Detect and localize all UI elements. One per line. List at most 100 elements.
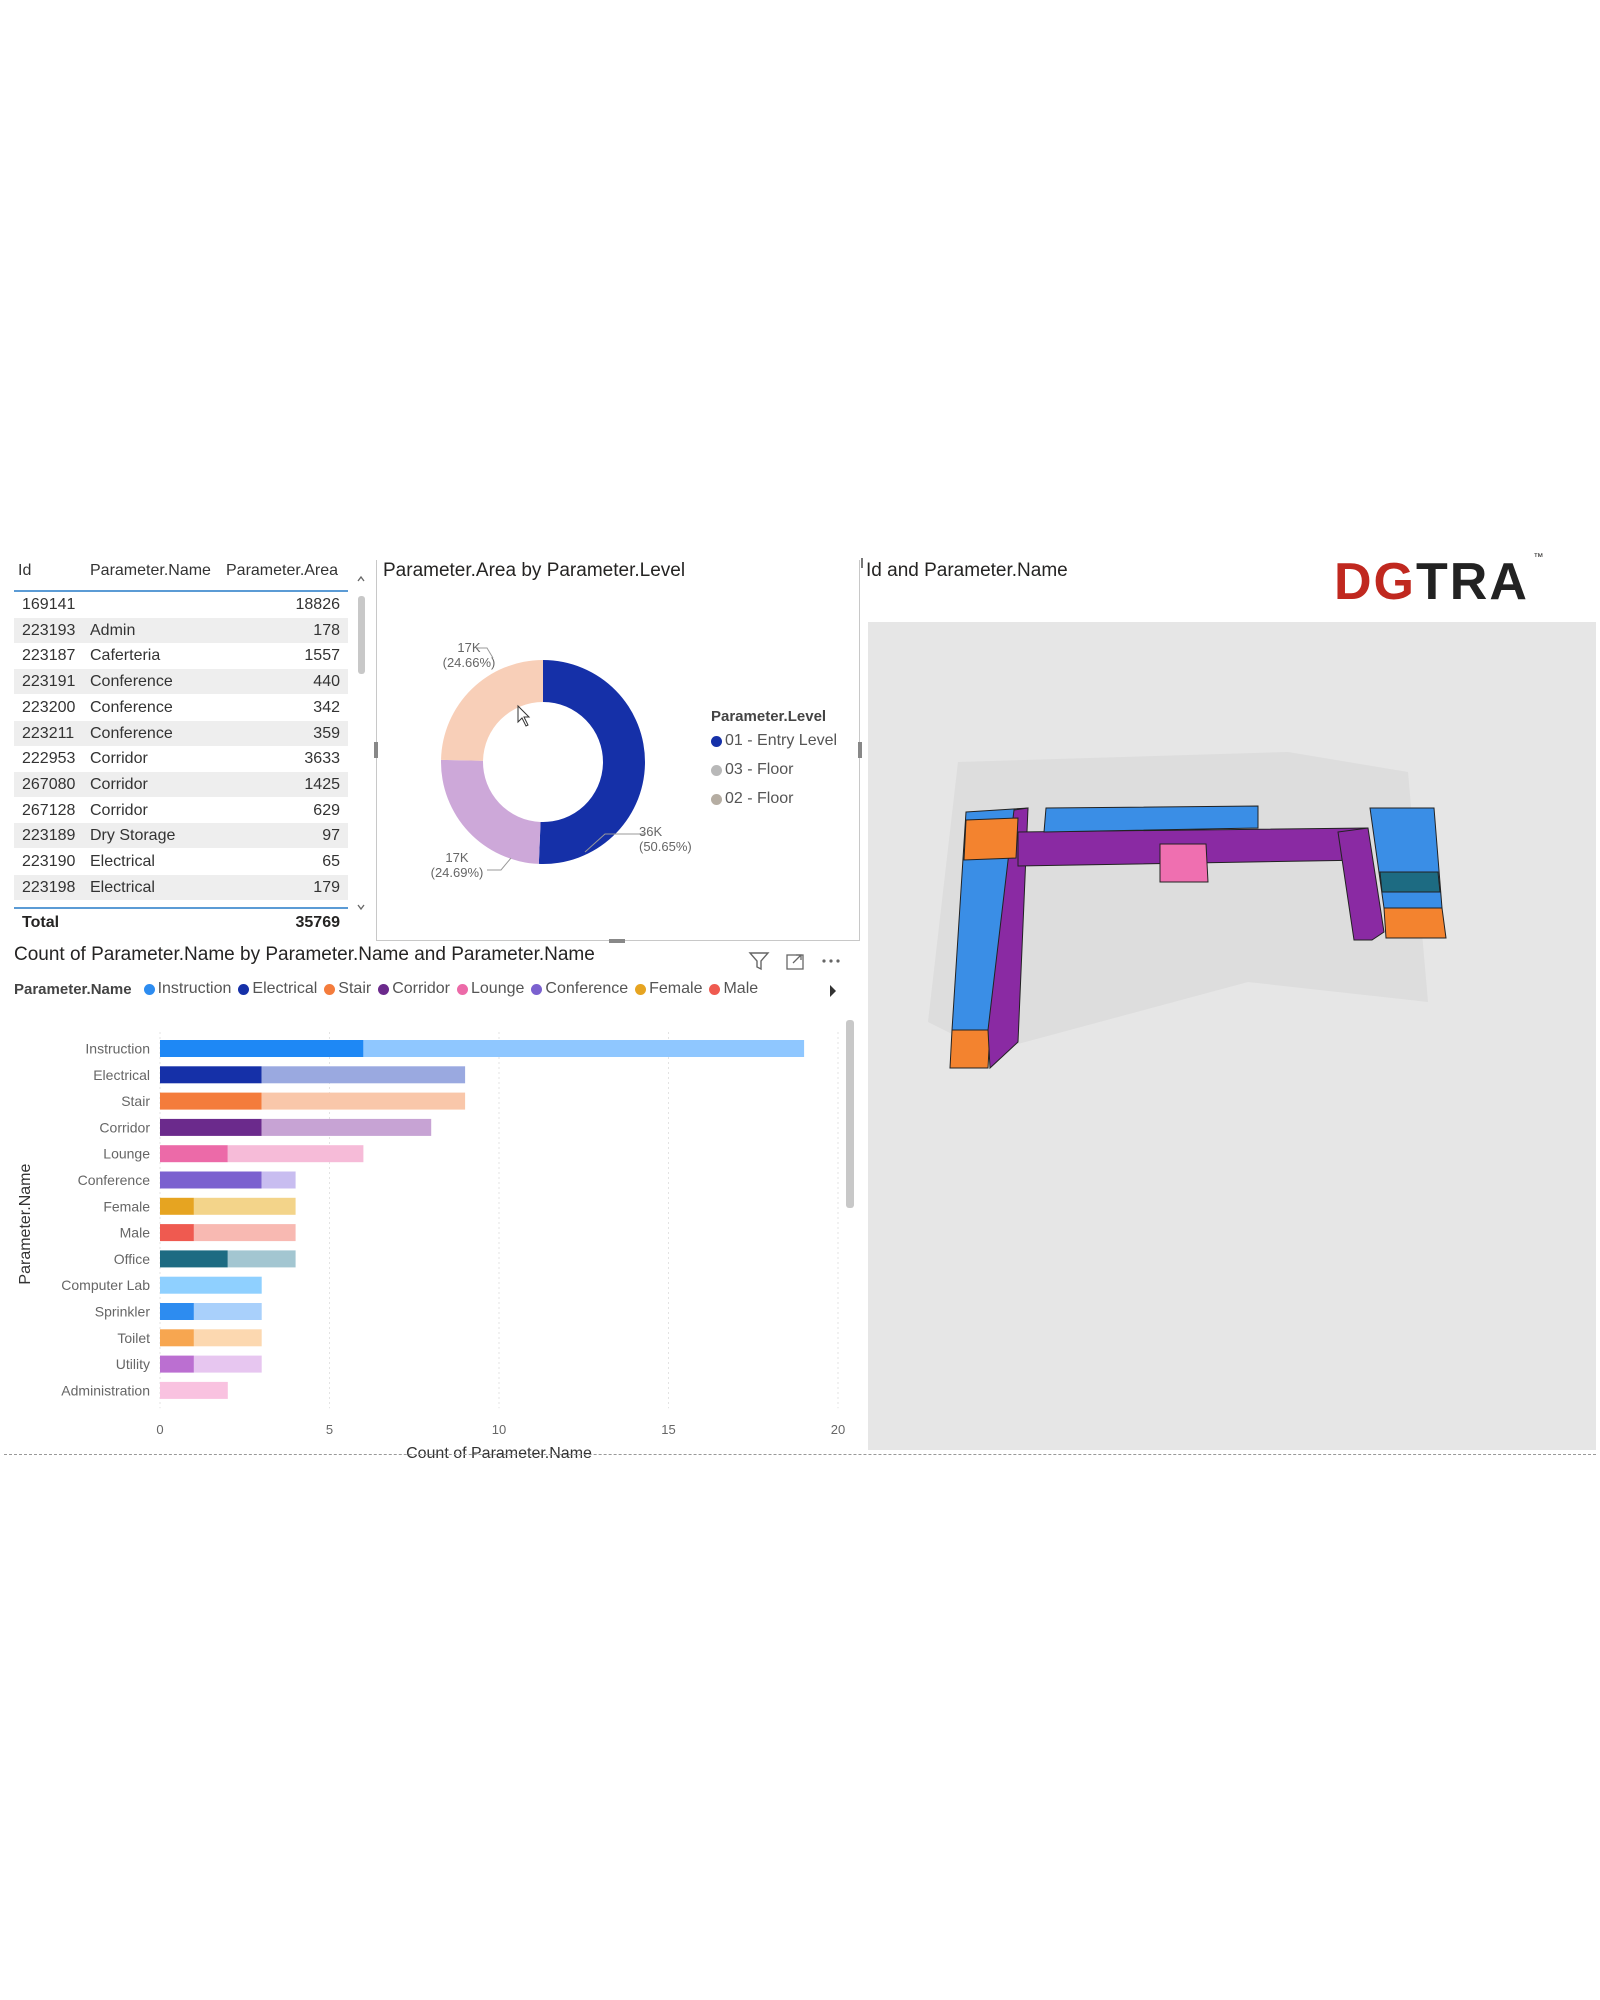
donut-legend-item[interactable]: 02 - Floor [711, 790, 837, 808]
bar-segment[interactable] [160, 1303, 194, 1320]
bar-segment[interactable] [193, 1329, 262, 1347]
bar-chart-svg: 0 5 10 15 20 Instruction Electrical Stair Corrid… [17, 1032, 845, 1460]
more-options-icon[interactable] [820, 950, 842, 972]
bar-segment[interactable] [160, 1276, 262, 1294]
table-scrollbar[interactable] [356, 568, 366, 918]
bar-legend-item[interactable]: Instruction [143, 980, 231, 998]
donut-label-entry: 36K (50.65%) [639, 824, 719, 854]
y-tick-label: Male [120, 1225, 151, 1241]
bar-segment[interactable] [227, 1145, 364, 1163]
bar-segment[interactable] [160, 1092, 262, 1110]
donut-slice[interactable] [441, 759, 541, 864]
bar-legend-item[interactable]: Stair [324, 980, 371, 998]
y-tick-label: Electrical [93, 1067, 150, 1083]
bar-segment[interactable] [160, 1224, 194, 1242]
table-row[interactable]: 267128 Corridor 629 [14, 798, 348, 823]
cell-name: Corridor [90, 775, 148, 793]
bar-segment[interactable] [261, 1171, 296, 1189]
table-row[interactable]: 223193 Admin 178 [14, 617, 348, 643]
bar-segment[interactable] [160, 1250, 228, 1268]
building-model [928, 752, 1447, 1070]
donut-legend-item[interactable]: 01 - Entry Level [711, 732, 837, 750]
table-row[interactable]: 267080 Corridor 1425 [14, 771, 348, 797]
legend-dot [711, 793, 722, 805]
bar-segment[interactable] [193, 1224, 296, 1242]
donut-visual[interactable]: Parameter.Area by Parameter.Level 17K (2… [374, 560, 862, 943]
resize-handle-right[interactable] [858, 742, 862, 758]
scroll-thumb[interactable] [358, 596, 365, 674]
total-value: 35769 [295, 914, 341, 931]
table-row[interactable]: 223190 Electrical 65 [14, 849, 348, 874]
cell-id: 223190 [22, 853, 76, 870]
y-tick-label: Stair [121, 1093, 150, 1109]
bar-segment[interactable] [227, 1250, 296, 1268]
right-stair [1383, 907, 1447, 939]
donut-label-value: 17K [445, 850, 469, 865]
bar-legend-item[interactable]: Corridor [378, 980, 450, 998]
data-table[interactable]: Id Parameter.Name Parameter.Area 169141 1… [14, 562, 348, 931]
resize-handle-left[interactable] [374, 742, 378, 758]
table-row[interactable]: 223211 Conference 359 [14, 720, 348, 746]
table-row[interactable]: 223198 Electrical 179 [14, 874, 348, 900]
donut-slice[interactable] [441, 660, 543, 761]
table-row[interactable]: 223189 Dry Storage 97 [14, 823, 348, 849]
focus-mode-icon[interactable] [784, 950, 806, 972]
bar-segment[interactable] [160, 1329, 194, 1347]
bar-legend-item[interactable]: Male [709, 980, 758, 998]
bar-segment[interactable] [193, 1197, 296, 1215]
table-row[interactable]: 223191 Conference 440 [14, 669, 348, 695]
table-row[interactable]: 223200 Conference 342 [14, 695, 348, 720]
lounge-room [1159, 843, 1209, 883]
bar-segment[interactable] [160, 1145, 228, 1163]
legend-next-icon[interactable] [828, 984, 838, 998]
bar-legend-item[interactable]: Lounge [457, 980, 524, 998]
bar-segment[interactable] [261, 1118, 432, 1136]
cell-name: Dry Storage [90, 827, 176, 845]
cell-id: 267128 [22, 801, 76, 819]
model-viewer[interactable] [868, 622, 1596, 1450]
bar-segment[interactable] [160, 1171, 262, 1189]
bar-legend-item[interactable]: Electrical [238, 980, 317, 998]
table-row[interactable]: 169141 18826 [14, 592, 348, 617]
y-tick-label: Utility [116, 1356, 150, 1372]
bar-legend-item[interactable]: Conference [531, 980, 628, 998]
y-tick-label: Computer Lab [61, 1277, 150, 1293]
donut-slice[interactable] [538, 660, 645, 864]
bar-segment[interactable] [160, 1197, 194, 1215]
table-row[interactable]: 223187 Caferteria 1557 [14, 643, 348, 668]
bar-segment[interactable] [160, 1040, 364, 1057]
top-rooms [1043, 805, 1259, 833]
donut-legend-item[interactable]: 03 - Floor [711, 761, 837, 779]
cell-area: 178 [313, 621, 340, 639]
bar-segment[interactable] [160, 1118, 262, 1136]
donut-label-value: 36K [639, 824, 663, 839]
donut-label-pct: (50.65%) [639, 839, 692, 854]
resize-handle-bottom[interactable] [609, 939, 625, 943]
x-tick-label: 10 [492, 1422, 506, 1437]
bar-legend[interactable]: Parameter.Name Instruction Electrical Stai… [14, 980, 758, 998]
filter-icon[interactable] [748, 950, 770, 972]
bar-segment[interactable] [193, 1303, 262, 1320]
bar-legend-item[interactable]: Female [635, 980, 702, 998]
bar-segment[interactable] [261, 1066, 466, 1084]
viewer-title: Id and Parameter.Name [866, 560, 1068, 581]
legend-dot [711, 764, 722, 776]
bar-segment[interactable] [193, 1355, 262, 1373]
bar-segment[interactable] [160, 1381, 228, 1399]
chart-scroll-thumb[interactable] [846, 1020, 854, 1208]
legend-dot [635, 983, 647, 995]
bar-segment[interactable] [261, 1092, 466, 1110]
column-header-name[interactable]: Parameter.Name [90, 562, 211, 579]
table-row[interactable]: 222953 Corridor 3633 [14, 746, 348, 771]
donut-legend[interactable]: 01 - Entry Level 03 - Floor 02 - Floor [711, 732, 837, 819]
legend-label: Lounge [471, 980, 525, 997]
bar-segment[interactable] [363, 1040, 805, 1057]
bar-segment[interactable] [160, 1066, 262, 1084]
cell-area: 179 [313, 878, 340, 896]
viewer-tick [861, 558, 863, 568]
y-tick-label: Sprinkler [95, 1304, 151, 1320]
bar-segment[interactable] [160, 1355, 194, 1373]
column-header-area[interactable]: Parameter.Area [226, 562, 339, 579]
legend-dot [457, 983, 468, 995]
column-header-id[interactable]: Id [18, 562, 32, 579]
